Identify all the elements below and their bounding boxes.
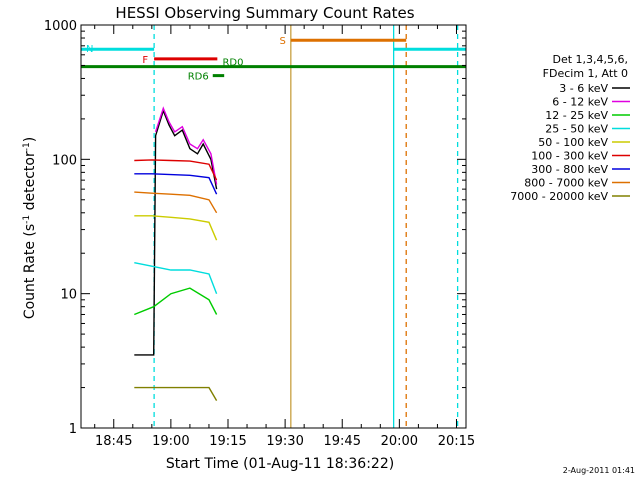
- x-axis-label: Start Time (01-Aug-11 18:36:22): [166, 456, 394, 472]
- series-line-100-300-kev: [134, 159, 218, 181]
- flag-label-n: N: [86, 44, 93, 55]
- legend-label-100-300-kev: 100 - 300 keV: [531, 150, 608, 163]
- series-line-6-12-kev: [154, 106, 218, 185]
- legend-label-800-7000-kev: 800 - 7000 keV: [524, 177, 608, 190]
- flag-label-rd6: RD6: [188, 72, 209, 83]
- plot-frame: [80, 24, 467, 429]
- legend-label-12-25-kev: 12 - 25 keV: [545, 109, 608, 122]
- series-line-12-25-kev: [134, 287, 218, 316]
- series-line-7000-20000-kev: [134, 386, 218, 401]
- footer-date: 2-Aug-2011 01:41: [563, 466, 635, 475]
- series-line-25-50-kev: [134, 262, 218, 294]
- legend-label-300-800-kev: 300 - 800 keV: [531, 163, 608, 176]
- chart-title: HESSI Observing Summary Count Rates: [115, 4, 414, 22]
- x-tick-label: 19:15: [209, 434, 246, 449]
- y-tick-label: 10: [60, 288, 77, 303]
- x-tick-label: 18:45: [95, 434, 132, 449]
- y-axis-label-main: Count Rate (s: [22, 224, 38, 319]
- legend-label-25-50-kev: 25 - 50 keV: [545, 123, 608, 136]
- x-tick-label: 20:15: [438, 434, 475, 449]
- plot-area: N F RD0 RD6 S 1 10 100 1000 18:45 19:00 19:15 19:30 1…: [44, 19, 475, 449]
- series-line-800-7000-kev: [134, 191, 218, 214]
- legend-label-7000-20000-kev: 7000 - 20000 keV: [510, 190, 608, 203]
- legend-label-50-100-kev: 50 - 100 keV: [538, 136, 608, 149]
- y-axis-label: Count Rate (s-1 detector-1): [22, 137, 38, 319]
- series-line-50-100-kev: [134, 215, 218, 241]
- flag-label-s: S: [279, 36, 285, 47]
- legend-header-line1: Det 1,3,4,5,6,: [552, 53, 628, 66]
- y-axis-label-end: ): [22, 137, 38, 142]
- series-line-300-800-kev: [134, 173, 218, 195]
- x-tick-label: 19:30: [266, 434, 303, 449]
- y-axis-label-mid: detector: [22, 151, 38, 215]
- flag-label-rd0: RD0: [222, 58, 243, 69]
- legend-label-6-12-kev: 6 - 12 keV: [552, 96, 608, 109]
- y-axis-label-sup2: -1: [22, 142, 32, 151]
- legend: Det 1,3,4,5,6, FDecim 1, Att 0 3 - 6 keV…: [510, 53, 630, 203]
- y-tick-label: 100: [52, 153, 77, 168]
- legend-label-3-6-kev: 3 - 6 keV: [559, 82, 608, 95]
- series-line-3-6-kev: [134, 108, 218, 356]
- flag-label-f: F: [142, 55, 148, 66]
- legend-header-line2: FDecim 1, Att 0: [543, 67, 628, 80]
- y-tick-label: 1000: [44, 19, 77, 34]
- x-tick-label: 20:00: [381, 434, 418, 449]
- y-axis-label-sup1: -1: [22, 215, 32, 224]
- y-tick-label: 1: [69, 422, 77, 437]
- x-tick-label: 19:00: [152, 434, 189, 449]
- x-tick-label: 19:45: [324, 434, 361, 449]
